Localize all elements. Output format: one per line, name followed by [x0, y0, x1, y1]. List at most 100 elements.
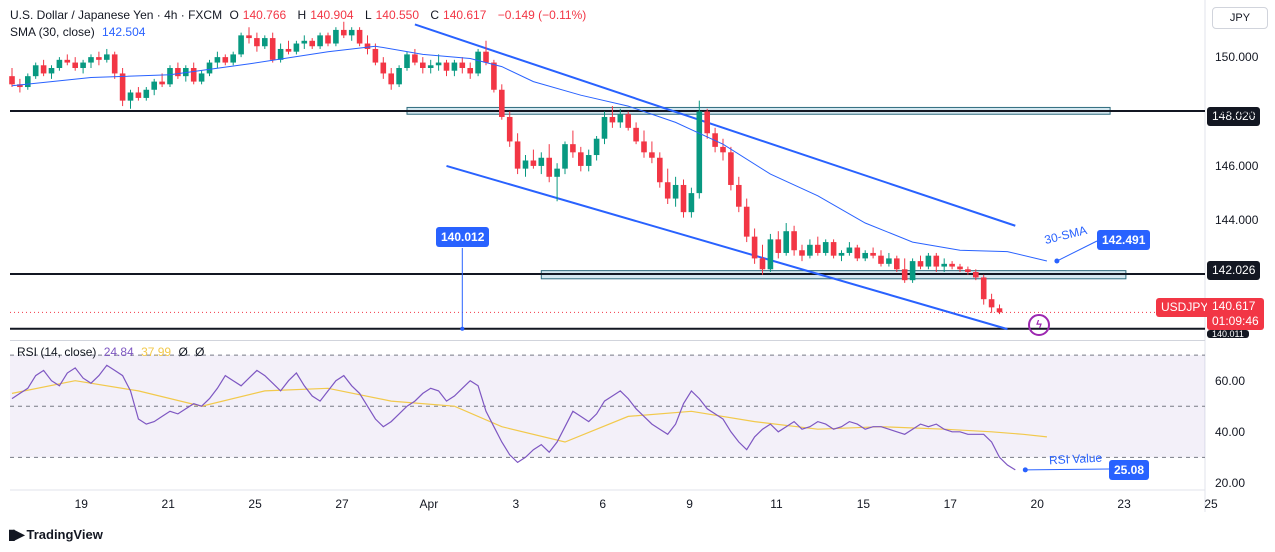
- time-axis: 19 21 25 27 Apr 3 6 9 11 15 17 20 23 25: [75, 497, 1218, 511]
- candle-body: [917, 261, 924, 267]
- price-tick-label: 148.000: [1215, 104, 1259, 119]
- candle-body: [9, 76, 15, 85]
- rsi-callout-dot: [1022, 467, 1028, 473]
- candle-body: [341, 29, 347, 36]
- sma-legend-label: SMA (30, close): [10, 25, 95, 39]
- time-tick-label: 25: [248, 497, 262, 511]
- candle-body: [736, 184, 742, 207]
- candle-body: [538, 157, 545, 166]
- candle-body: [96, 57, 102, 60]
- rsi-legend-extra-2: Ø: [195, 345, 205, 359]
- candle-body: [143, 89, 150, 98]
- price-tick-label: 150.000: [1215, 50, 1259, 65]
- candle-body: [704, 111, 710, 134]
- candle-body: [467, 68, 473, 74]
- rsi-tick-label: 20.00: [1215, 475, 1246, 490]
- candle-body: [64, 59, 71, 63]
- candle-body: [562, 144, 568, 169]
- high-label: H: [297, 8, 307, 22]
- time-tick-label: 19: [75, 497, 89, 511]
- candle-body: [183, 68, 189, 77]
- symbol-title: U.S. Dollar / Japanese Yen · 4h · FXCM: [10, 8, 223, 22]
- candle-body: [546, 157, 552, 177]
- currency-button[interactable]: JPY: [1212, 7, 1268, 29]
- candle-body: [333, 29, 339, 44]
- last-price-value: 140.617: [1212, 299, 1256, 313]
- candle-body: [198, 73, 205, 82]
- candle-body: [491, 62, 497, 90]
- candle-body: [246, 35, 252, 39]
- rsi-legend-value: 24.84: [103, 345, 134, 359]
- candle-body: [88, 57, 94, 63]
- candle-body: [380, 62, 387, 74]
- channel-lower-line: [446, 164, 1008, 331]
- candle-body: [664, 182, 671, 199]
- close-value: 140.617: [443, 8, 487, 22]
- candle-body: [973, 272, 979, 278]
- candle-body: [649, 152, 655, 158]
- candle-body: [293, 43, 300, 52]
- candle-body: [530, 160, 537, 166]
- sma-value-callout[interactable]: 142.491: [1097, 230, 1151, 250]
- candle-body: [56, 59, 63, 68]
- candle-body: [815, 244, 821, 253]
- candle-body: [514, 141, 521, 169]
- open-value: 140.766: [242, 8, 287, 22]
- time-tick-label: 9: [686, 497, 693, 511]
- candle-body: [680, 184, 687, 213]
- candle-body: [830, 242, 837, 256]
- candle-body: [633, 127, 639, 142]
- candle-body: [759, 258, 766, 270]
- candle-body: [522, 160, 529, 169]
- sma-legend[interactable]: SMA (30, close) 142.504: [10, 25, 149, 39]
- candle-body: [254, 38, 260, 47]
- candle-body: [451, 62, 458, 71]
- level-140-callout[interactable]: 140.012: [436, 227, 490, 247]
- last-price-tag: 140.617 01:09:46: [1207, 298, 1264, 330]
- rsi-value-callout[interactable]: 25.08: [1109, 460, 1150, 480]
- time-tick-label: 21: [162, 497, 176, 511]
- candle-body: [277, 48, 284, 60]
- candle-body: [996, 308, 1003, 313]
- candle-body: [427, 65, 434, 68]
- candle-body: [846, 247, 853, 253]
- rsi-line: [11, 364, 1016, 471]
- candle-body: [554, 168, 560, 177]
- candle-body: [957, 266, 963, 270]
- candle-body: [119, 73, 126, 101]
- tradingview-logo[interactable]: ▮▶ TradingView: [8, 526, 103, 543]
- candle-body: [190, 68, 197, 82]
- brand-text: TradingView: [26, 527, 103, 542]
- candle-body: [388, 73, 394, 85]
- candle-body: [822, 242, 829, 253]
- lightning-icon[interactable]: ϟ: [1028, 314, 1050, 336]
- candle-body: [783, 231, 789, 253]
- sma-callout-dot: [1054, 258, 1060, 264]
- candle-body: [641, 141, 647, 153]
- candle-body: [949, 263, 955, 267]
- candle-body: [396, 68, 402, 85]
- close-label: C: [430, 8, 440, 22]
- price-grid: [10, 0, 1206, 512]
- rsi-legend[interactable]: RSI (14, close) 24.84 37.99 Ø Ø: [17, 345, 208, 359]
- candle-body: [941, 263, 947, 267]
- high-value: 140.904: [310, 8, 354, 22]
- candle-body: [499, 89, 505, 117]
- candle-body: [980, 277, 987, 300]
- time-tick-label: 3: [512, 497, 519, 511]
- candle-body: [372, 48, 379, 63]
- rsi-tick-label: 60.00: [1215, 373, 1246, 388]
- level-140-axis-tag: 140.011: [1207, 330, 1249, 338]
- rsi-tick-label: 40.00: [1215, 424, 1246, 439]
- level-142-tag: 142.026: [1207, 261, 1261, 280]
- horizontal-levels: [10, 109, 1205, 331]
- descending-channel: [414, 23, 1016, 331]
- candle-body: [111, 54, 118, 74]
- candle-body: [443, 62, 450, 71]
- candle-body: [483, 51, 489, 63]
- sma-line: [11, 45, 1048, 262]
- rsi-ma-legend-value: 37.99: [141, 345, 172, 359]
- candle-body: [48, 68, 55, 74]
- candle-body: [799, 250, 805, 256]
